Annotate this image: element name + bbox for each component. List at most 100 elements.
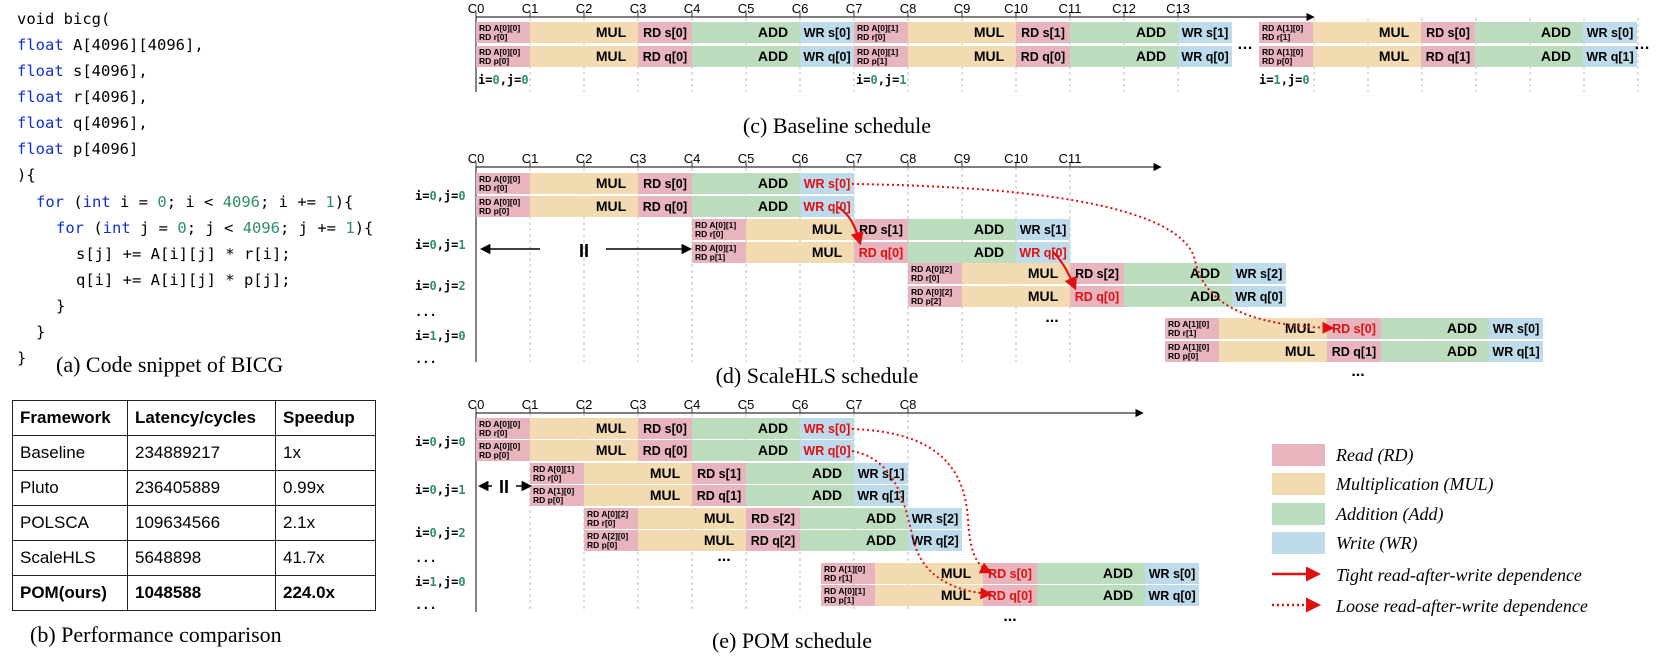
op-cell [1327, 318, 1381, 339]
iter-label-part: 0 [870, 73, 877, 87]
iter-label: ... [415, 598, 437, 612]
iter-label: i=0,j=2 [415, 526, 466, 540]
op-cell [1583, 46, 1637, 67]
code-snippet: void bicg( float A[4096][4096], float s[… [17, 10, 373, 367]
op-cell [530, 173, 638, 194]
op-cell [1232, 286, 1286, 307]
iter-label-part: i= [415, 279, 429, 293]
op-cell [1489, 341, 1543, 362]
add-label: ADD [1447, 343, 1477, 359]
op-cell [1124, 263, 1232, 284]
op-cell [638, 418, 692, 439]
rd-a-label: RD A[0][1] [695, 220, 736, 230]
wr-label: WR q[1] [1492, 345, 1539, 359]
mul-label: MUL [596, 48, 627, 64]
ii-label: II [499, 477, 509, 497]
code-line-param: float A[4096][4096], [17, 36, 204, 54]
wr-label: WR s[1] [1020, 223, 1067, 237]
op-cell [800, 530, 908, 551]
op-cell [1178, 46, 1232, 67]
rd-label: RD q[0] [988, 589, 1032, 603]
op-cell [1381, 318, 1489, 339]
loose-dependence-arrow [851, 450, 993, 600]
rd-vec-label: RD r[0] [587, 518, 616, 528]
rd-a-label: RD A[0][0] [479, 23, 520, 33]
wr-label: WR q[0] [803, 444, 850, 458]
rd-vec-label: RD r[0] [479, 428, 508, 438]
op-cell [746, 485, 854, 506]
op-cell [1037, 585, 1145, 606]
op-cell [530, 485, 584, 506]
performance-table: Framework Latency/cycles Speedup Baselin… [12, 400, 376, 611]
op-cell [800, 440, 854, 461]
rd-a-label: RD A[0][1] [695, 243, 736, 253]
iter-label: i=0,j=1 [415, 238, 466, 252]
table-cell: POLSCA [12, 505, 128, 541]
op-cell [854, 219, 908, 240]
iter-label-part: i= [415, 483, 429, 497]
legend-write-label: Write (WR) [1336, 533, 1417, 554]
cycle-label: C1 [522, 397, 539, 412]
cycle-label: C4 [684, 397, 701, 412]
op-cell [530, 418, 638, 439]
table-cell: Baseline [12, 435, 128, 471]
table-row: POLSCA 109634566 2.1x [12, 505, 376, 541]
op-cell [983, 585, 1037, 606]
add-label: ADD [1103, 587, 1133, 603]
cycle-label: C6 [792, 151, 809, 166]
rd-a-label: RD A[0][2] [587, 509, 628, 519]
iter-label-part: ,j= [1281, 73, 1303, 87]
wr-label: WR s[0] [804, 422, 851, 436]
op-cell [746, 219, 854, 240]
code-line-param: float s[4096], [17, 62, 148, 80]
legend-mul-swatch [1272, 473, 1325, 495]
op-cell [530, 463, 584, 484]
table-row: POM(ours) 1048588 224.0x [12, 575, 376, 611]
legend-read-swatch [1272, 444, 1325, 466]
cycle-label: C7 [846, 1, 863, 16]
add-label: ADD [1190, 265, 1220, 281]
cycle-label: C9 [954, 1, 971, 16]
mul-label: MUL [1285, 343, 1316, 359]
op-cell [692, 485, 746, 506]
iter-label-part: 0 [429, 435, 436, 449]
rd-vec-label: RD p[0] [1168, 351, 1198, 361]
iter-label-part: 0 [521, 73, 528, 87]
code-line-close: } [17, 349, 26, 367]
iter-label-part: ,j= [878, 73, 900, 87]
add-label: ADD [758, 24, 788, 40]
wr-label: WR s[0] [804, 26, 851, 40]
rd-label: RD s[0] [643, 177, 687, 191]
code-line-param: float q[4096], [17, 114, 148, 132]
table-row: Pluto 236405889 0.99x [12, 470, 376, 506]
add-label: ADD [758, 442, 788, 458]
rd-a-label: RD A[0][0] [479, 419, 520, 429]
iter-label-part: i= [856, 73, 870, 87]
op-cell [962, 286, 1070, 307]
op-cell [584, 508, 638, 529]
mul-label: MUL [812, 244, 843, 260]
op-cell [638, 173, 692, 194]
op-cell [1070, 22, 1178, 43]
op-cell [692, 46, 800, 67]
add-label: ADD [812, 465, 842, 481]
op-cell [1381, 341, 1489, 362]
rd-a-label: RD A[1][0] [533, 486, 574, 496]
op-cell [638, 196, 692, 217]
table-header: Speedup [275, 400, 376, 436]
mul-label: MUL [812, 221, 843, 237]
cycle-label: C1 [522, 151, 539, 166]
wr-label: WR s[0] [1493, 322, 1540, 336]
legend-mul-label: Multiplication (MUL) [1335, 474, 1493, 495]
table-cell: 5648898 [127, 540, 276, 576]
op-cell [638, 22, 692, 43]
cycle-label: C0 [468, 151, 485, 166]
cycle-label: C11 [1059, 151, 1082, 166]
iter-label: ... [415, 305, 437, 319]
op-cell [821, 563, 875, 584]
iter-label-part: 2 [458, 279, 465, 293]
rd-vec-label: RD r[0] [857, 32, 886, 42]
iter-label-part: ,j= [437, 575, 459, 589]
wr-label: WR q[1] [857, 489, 904, 503]
